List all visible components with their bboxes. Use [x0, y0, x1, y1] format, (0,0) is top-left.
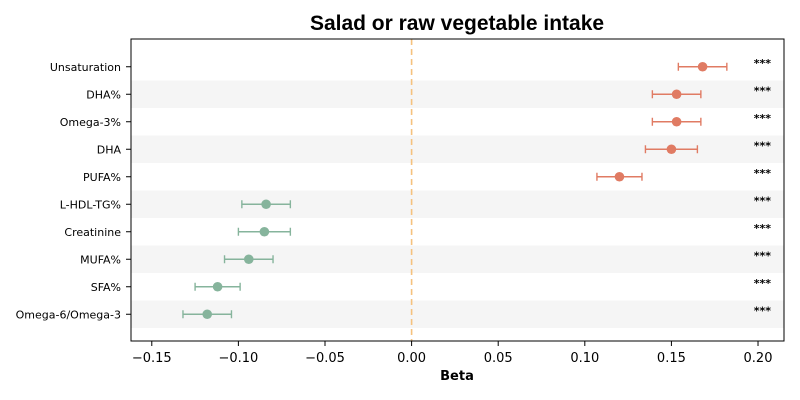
significance-label: ***	[754, 249, 772, 262]
x-tick-label: 0.00	[397, 351, 426, 366]
x-tick-label: 0.20	[744, 351, 773, 366]
category-label: PUFA%	[83, 171, 121, 184]
x-tick-label: −0.05	[305, 351, 345, 366]
category-label: SFA%	[91, 281, 121, 294]
row-shade	[131, 190, 784, 218]
category-label: Omega-3%	[60, 116, 121, 129]
x-tick-label: 0.15	[657, 351, 686, 366]
chart-title: Salad or raw vegetable intake	[310, 12, 604, 35]
data-marks-layer	[182, 61, 728, 320]
beta-point	[243, 254, 254, 265]
x-tick-label: −0.10	[218, 351, 258, 366]
category-label: MUFA%	[80, 253, 121, 266]
beta-point	[666, 144, 677, 155]
beta-point	[697, 61, 708, 72]
axes-layer	[126, 38, 785, 346]
beta-point	[202, 309, 213, 320]
significance-label: ***	[754, 84, 772, 97]
category-label: DHA	[97, 143, 122, 156]
significance-label: ***	[754, 112, 772, 125]
significance-label: ***	[754, 194, 772, 207]
x-axis-label: Beta	[440, 369, 474, 384]
beta-point	[614, 171, 625, 182]
category-label: L-HDL-TG%	[60, 198, 121, 211]
beta-point	[259, 226, 270, 237]
significance-label: ***	[754, 57, 772, 70]
category-label: Creatinine	[64, 226, 121, 239]
significance-label: ***	[754, 222, 772, 235]
category-label: Unsaturation	[50, 61, 121, 74]
labels-layer: Unsaturation *** DHA% *** Omega-3% *** DHA *** P…	[16, 57, 773, 366]
beta-point	[212, 281, 223, 292]
row-shading-layer	[131, 80, 784, 328]
significance-label: ***	[754, 277, 772, 290]
significance-label: ***	[754, 139, 772, 152]
category-label: DHA%	[86, 88, 121, 101]
x-tick-label: −0.15	[132, 351, 172, 366]
x-tick-label: 0.10	[570, 351, 599, 366]
beta-point	[671, 116, 682, 127]
plot-frame	[130, 38, 785, 342]
beta-point	[671, 89, 682, 100]
significance-label: ***	[754, 167, 772, 180]
significance-label: ***	[754, 304, 772, 317]
category-label: Omega-6/Omega-3	[16, 308, 121, 321]
x-tick-label: 0.05	[484, 351, 513, 366]
beta-point	[261, 199, 271, 210]
row-shade	[131, 300, 784, 328]
